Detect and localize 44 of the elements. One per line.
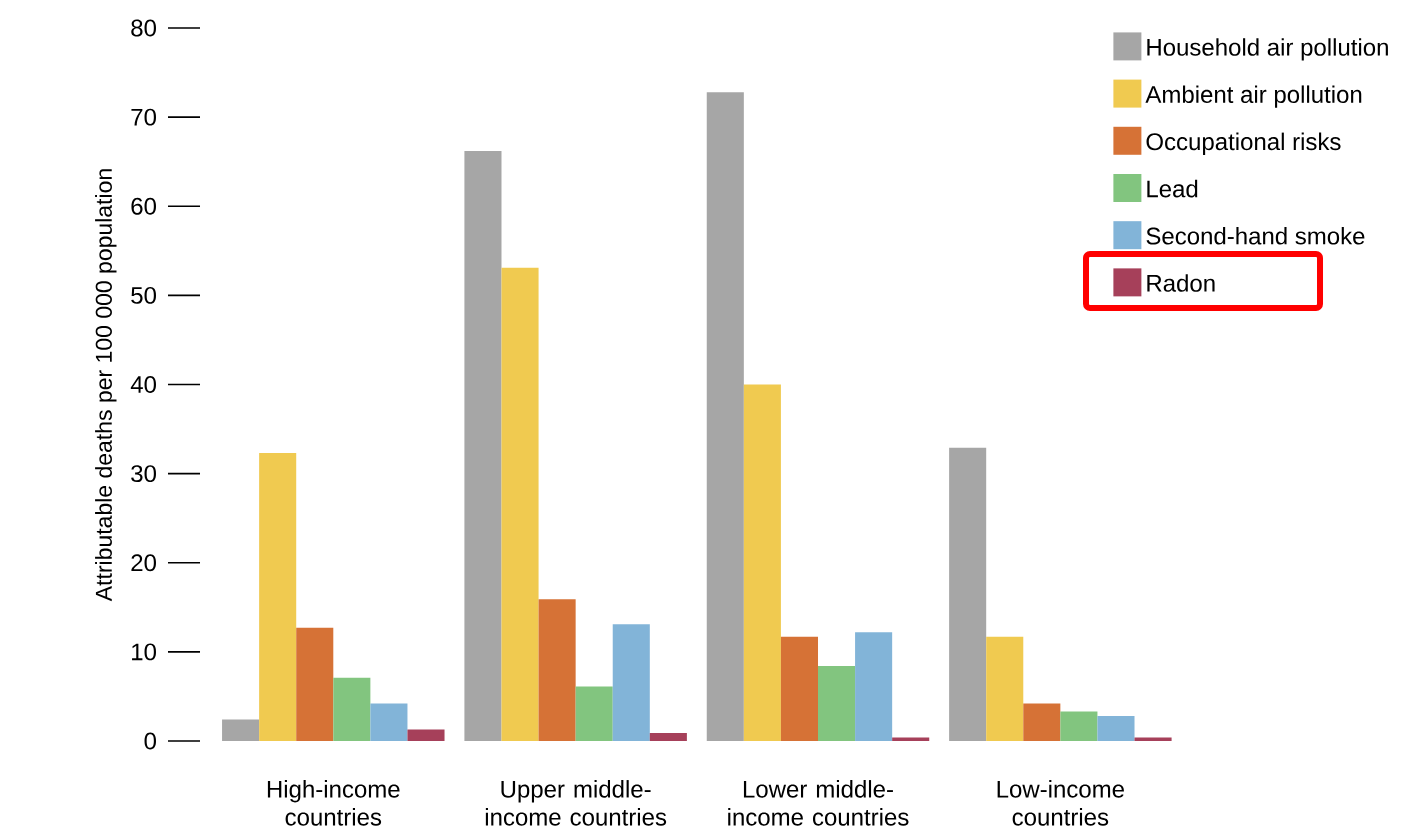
bar: [612, 624, 650, 741]
y-tick-label: 10: [132, 643, 156, 661]
legend-label: Lead: [1147, 179, 1198, 198]
y-tick-label: 40: [130, 375, 156, 393]
bar: [743, 384, 781, 741]
legend-label: Household air pollution: [1147, 38, 1388, 61]
bar: [1060, 711, 1098, 741]
legend-label: Radon: [1147, 274, 1215, 292]
x-tick-label: Lower middle-income countries: [728, 779, 909, 826]
x-tick-label: Upper middle-income countries: [485, 779, 667, 826]
bar: [370, 703, 408, 741]
bar: [706, 91, 744, 741]
x-tick-label: Low-income countries: [997, 779, 1124, 826]
bar: [780, 636, 818, 741]
bar: [501, 267, 539, 741]
bar: [333, 677, 371, 741]
bar: [538, 599, 576, 741]
bar: [855, 632, 893, 741]
x-tick-label: High-income countries: [267, 779, 400, 826]
y-tick-label: 0: [144, 732, 156, 750]
legend-label: Ambient air pollution: [1145, 85, 1362, 108]
bar: [649, 732, 687, 741]
bar: [818, 665, 856, 741]
y-tick-label: 30: [131, 464, 156, 482]
bar: [986, 636, 1024, 741]
bar: [1023, 703, 1061, 741]
bar: [259, 452, 297, 741]
bar: [222, 719, 260, 741]
y-tick-label: 70: [131, 108, 156, 126]
y-tick-label: 50: [131, 286, 156, 304]
bar: [1097, 715, 1135, 741]
bar: [464, 150, 502, 741]
bar: [296, 627, 334, 741]
bar: [1134, 737, 1172, 741]
y-tick-label: 20: [131, 554, 156, 572]
bar: [949, 447, 987, 741]
legend-label: Second-hand smoke: [1146, 226, 1365, 245]
legend-label: Occupational risks: [1146, 132, 1341, 155]
y-tick-label: 80: [131, 19, 156, 37]
bar: [407, 729, 445, 741]
y-tick-label: 60: [131, 197, 156, 215]
bar: [892, 737, 930, 741]
bar: [575, 686, 613, 741]
y-axis-title: Attributable deaths per 100 000 population: [95, 169, 117, 602]
